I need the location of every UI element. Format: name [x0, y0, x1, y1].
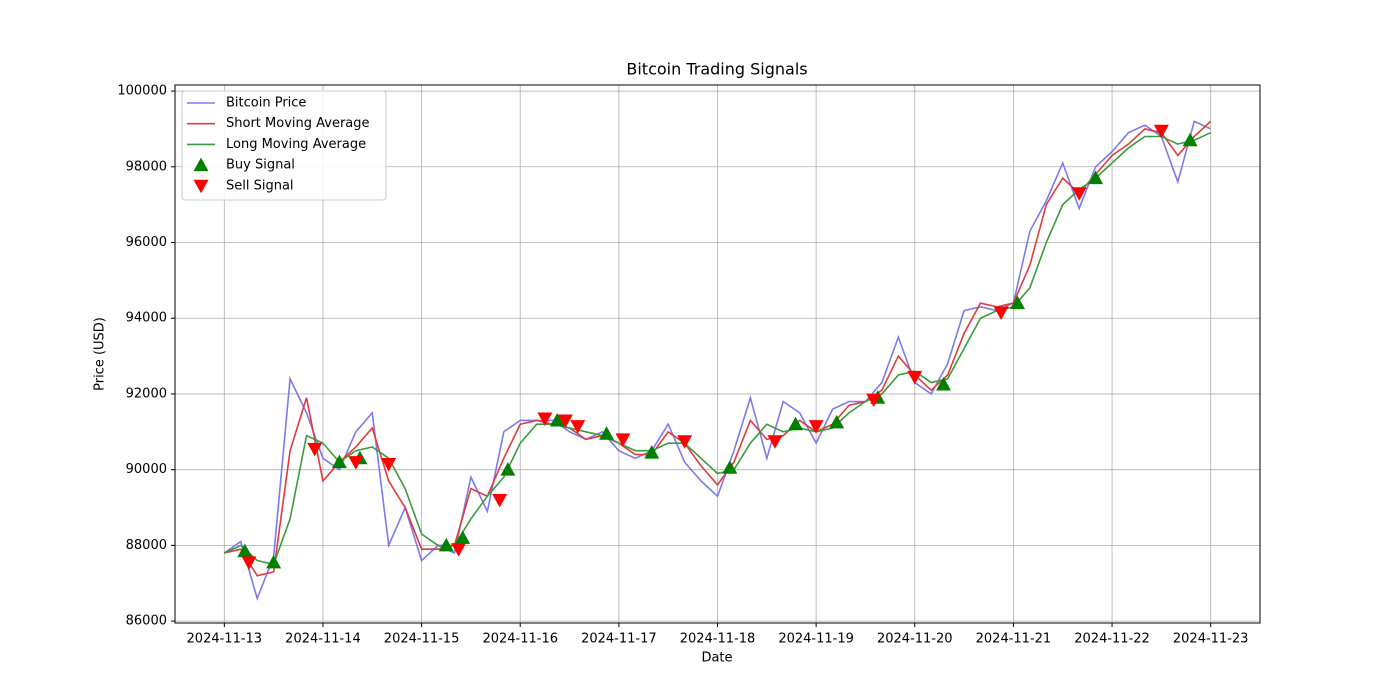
- buy-marker: [1088, 170, 1104, 185]
- sell-marker: [1071, 187, 1087, 201]
- sell-marker: [307, 442, 323, 457]
- y-tick-label: 100000: [117, 84, 167, 99]
- buy-marker: [644, 445, 660, 459]
- y-tick-label: 90000: [126, 462, 167, 477]
- legend-label: Long Moving Average: [226, 137, 366, 152]
- sell-marker: [993, 306, 1009, 321]
- sell-marker: [348, 456, 364, 470]
- x-tick-label: 2024-11-17: [581, 632, 657, 647]
- legend-box: [181, 90, 387, 201]
- buy-marker: [722, 460, 738, 474]
- x-tick-label: 2024-11-20: [877, 632, 953, 647]
- sell-marker: [557, 414, 573, 428]
- x-tick-label: 2024-11-21: [976, 632, 1052, 647]
- legend-label: Sell Signal: [226, 178, 294, 193]
- y-tick-label: 94000: [126, 311, 167, 326]
- y-axis-label: Price (USD): [93, 317, 108, 391]
- buy-marker: [1010, 295, 1026, 310]
- x-tick-label: 2024-11-14: [285, 632, 361, 647]
- sell-marker: [615, 433, 631, 447]
- y-tick-label: 98000: [126, 159, 167, 174]
- buy-marker: [788, 416, 804, 431]
- buy-marker: [438, 537, 454, 552]
- sell-marker: [677, 435, 693, 449]
- x-tick-label: 2024-11-15: [384, 632, 460, 647]
- sell-marker: [537, 412, 553, 427]
- x-tick-label: 2024-11-18: [680, 632, 756, 647]
- series-line: [224, 120, 1212, 577]
- legend-marker: [193, 157, 209, 172]
- legend-label: Short Moving Average: [226, 116, 370, 131]
- sell-marker: [907, 370, 923, 385]
- buy-marker: [500, 462, 516, 476]
- y-tick-label: 92000: [126, 386, 167, 401]
- legend-label: Buy Signal: [226, 158, 295, 173]
- sell-marker: [492, 493, 508, 508]
- series-line: [223, 120, 1212, 601]
- y-tick-label: 88000: [126, 538, 167, 553]
- buy-marker: [331, 454, 347, 469]
- buy-marker: [599, 426, 615, 440]
- x-tick-label: 2024-11-13: [187, 632, 263, 647]
- sell-marker: [451, 543, 467, 557]
- buy-marker: [455, 530, 471, 544]
- x-tick-label: 2024-11-16: [482, 632, 558, 647]
- buy-marker: [936, 376, 952, 391]
- buy-marker: [237, 543, 253, 558]
- sell-marker: [381, 457, 397, 472]
- y-tick-label: 86000: [126, 614, 167, 629]
- sell-marker: [808, 420, 824, 434]
- chart-title: Bitcoin Trading Signals: [626, 60, 807, 79]
- legend-marker: [193, 179, 209, 194]
- buy-marker: [829, 414, 845, 429]
- plot-frame: [174, 84, 1261, 624]
- grid: [175, 85, 1260, 623]
- sell-marker: [241, 556, 257, 570]
- x-tick-label: 2024-11-23: [1173, 632, 1249, 647]
- legend-label: Bitcoin Price: [226, 96, 306, 111]
- sell-marker: [1153, 124, 1169, 139]
- buy-marker: [266, 554, 282, 569]
- sell-marker: [767, 435, 783, 449]
- x-tick-label: 2024-11-22: [1074, 632, 1150, 647]
- y-tick-label: 96000: [126, 235, 167, 250]
- buy-marker: [549, 412, 565, 427]
- x-axis-label: Date: [701, 651, 732, 666]
- sell-marker: [866, 393, 882, 408]
- buy-marker: [1182, 132, 1198, 147]
- sell-marker: [570, 420, 586, 434]
- x-tick-label: 2024-11-19: [778, 632, 854, 647]
- legend: Bitcoin Price Short Moving Average Long Mo…: [181, 90, 387, 201]
